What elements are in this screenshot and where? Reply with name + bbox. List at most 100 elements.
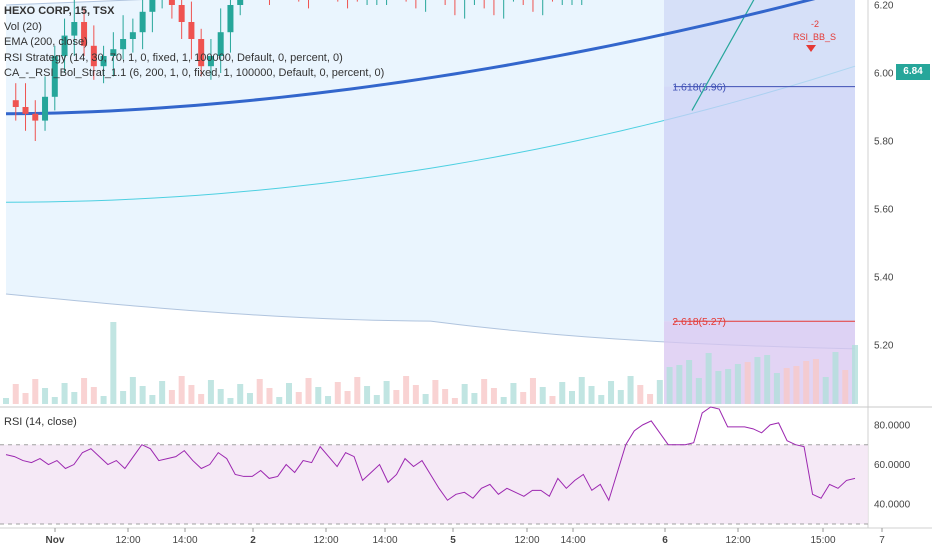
volume-bar: [344, 391, 351, 404]
volume-bar: [81, 378, 88, 404]
candle-body: [168, 0, 175, 5]
candle-body: [110, 49, 117, 56]
volume-bar: [529, 378, 536, 404]
volume-bar: [110, 322, 117, 404]
volume-bar: [159, 381, 166, 404]
time-tick-label: 12:00: [313, 535, 338, 546]
ema-200-line: [5, 0, 816, 116]
volume-bar: [773, 373, 780, 404]
time-tick-label: 12:00: [514, 535, 539, 546]
time-tick-label: Nov: [46, 535, 65, 546]
volume-bar: [451, 398, 458, 404]
volume-bar: [578, 377, 585, 404]
strategy-signal-label: RSI_BB_S: [793, 32, 836, 42]
time-tick-label: 15:00: [810, 535, 835, 546]
strategy-marker-count: -2: [811, 19, 819, 29]
volume-bar: [803, 361, 810, 404]
volume-bar: [373, 395, 380, 404]
candle-body: [139, 11, 146, 33]
volume-bar: [549, 396, 556, 404]
legend-ca-strategy: CA_-_RSI_Bol_Strat_1.1 (6, 200, 1, 0, fi…: [4, 67, 385, 79]
volume-bar: [510, 383, 517, 404]
volume-bar: [647, 394, 654, 404]
volume-bar: [656, 380, 663, 404]
volume-bar: [354, 377, 361, 404]
last-price-badge: 6.84: [896, 64, 930, 80]
rsi-tick-label: 40.0000: [874, 500, 911, 511]
price-tick-label: 6.00: [874, 69, 894, 80]
volume-bar: [334, 382, 341, 404]
volume-bar: [295, 392, 302, 404]
legend-vol: Vol (20): [4, 20, 42, 33]
volume-bar: [822, 377, 829, 404]
price-tick-label: 5.80: [874, 137, 894, 148]
time-tick-label: 14:00: [172, 535, 197, 546]
volume-bar: [695, 378, 702, 404]
rsi-tick-label: 80.0000: [874, 420, 911, 431]
volume-bar: [617, 390, 624, 404]
volume-bar: [764, 355, 771, 404]
price-tick-label: 5.40: [874, 273, 894, 284]
time-tick-label: 12:00: [725, 535, 750, 546]
volume-bar: [286, 383, 292, 404]
volume-bar: [461, 384, 468, 404]
candle-body: [71, 22, 78, 36]
fib-zone: [664, 86, 855, 322]
volume-bar: [61, 383, 68, 404]
volume-bar: [364, 386, 371, 404]
volume-bar: [315, 387, 322, 404]
volume-bar: [793, 366, 800, 404]
volume-bar: [569, 391, 575, 404]
volume-bar: [812, 359, 819, 404]
volume-bar: [32, 379, 39, 404]
volume-bar: [676, 365, 683, 404]
volume-bar: [3, 398, 9, 404]
candle-body: [237, 0, 244, 5]
volume-bar: [627, 376, 634, 404]
volume-bar: [490, 388, 497, 404]
candle-body: [227, 5, 234, 33]
volume-bar: [42, 388, 49, 404]
time-tick-label: 12:00: [115, 535, 140, 546]
candle-body: [51, 56, 58, 97]
volume-bar: [325, 396, 332, 404]
volume-bar: [71, 392, 78, 404]
volume-bar: [383, 381, 390, 404]
time-tick-label: 7: [879, 535, 885, 546]
chart-legend: HEXO CORP, 15, TSX Vol (20) EMA (200, cl…: [4, 4, 384, 82]
price-tick-label: 6.20: [874, 1, 894, 12]
volume-bar: [832, 352, 839, 404]
volume-bar: [637, 385, 644, 404]
time-tick-label: 5: [450, 535, 456, 546]
volume-bar: [608, 381, 615, 404]
volume-bar: [666, 367, 673, 404]
volume-bar: [588, 386, 595, 404]
volume-bar: [139, 386, 146, 404]
volume-bar: [500, 397, 507, 404]
volume-bar: [852, 345, 858, 404]
time-tick-label: 6: [662, 535, 668, 546]
volume-bar: [168, 390, 175, 404]
volume-bar: [842, 370, 849, 404]
volume-bar: [715, 371, 722, 404]
volume-bar: [178, 376, 185, 404]
candle-body: [81, 22, 88, 46]
volume-bar: [598, 395, 605, 404]
fib-level-label: 1.618(5.96): [672, 82, 726, 94]
volume-bar: [256, 379, 263, 404]
volume-bar: [432, 380, 439, 404]
volume-bar: [227, 398, 234, 404]
rsi-line: [5, 406, 856, 502]
volume-bar: [246, 393, 253, 404]
fib-level-label: 2.618(5.27): [672, 316, 726, 328]
candle-body: [100, 56, 107, 67]
volume-bar: [559, 382, 566, 404]
price-tick-label: 5.20: [874, 341, 894, 352]
volume-bar: [412, 385, 419, 404]
candle-body: [198, 39, 205, 67]
candle-body: [90, 45, 97, 67]
volume-bar: [442, 389, 449, 404]
candle-body: [178, 5, 185, 22]
rising-trend-line: [691, 0, 755, 111]
